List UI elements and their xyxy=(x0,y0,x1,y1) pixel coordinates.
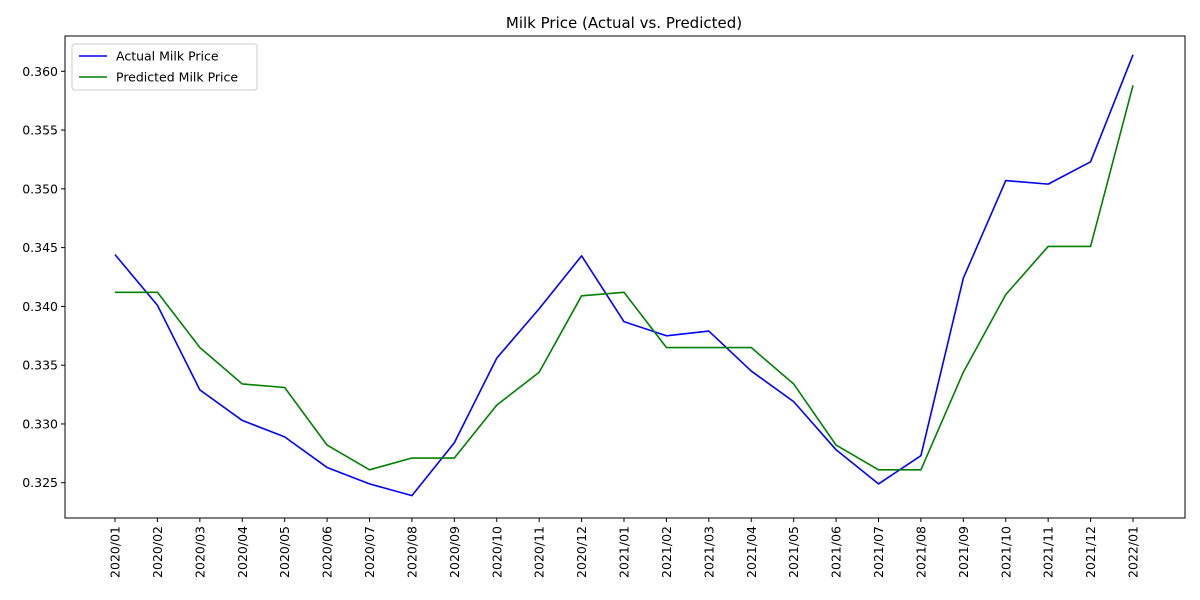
x-tick-label: 2021/09 xyxy=(956,526,971,578)
x-tick-label: 2021/01 xyxy=(617,526,632,578)
plot-area xyxy=(65,36,1185,518)
x-tick-label: 2021/12 xyxy=(1083,526,1098,578)
x-tick-label: 2020/11 xyxy=(532,526,547,578)
x-tick-label: 2021/07 xyxy=(871,526,886,578)
series-layer xyxy=(114,54,1134,497)
axes-layer: 0.325 0.330 0.335 0.340 0.345 0.350 0.355 0.360… xyxy=(22,35,1186,578)
series-line-predicted xyxy=(115,85,1134,471)
y-tick-label: 0.325 xyxy=(22,475,58,490)
x-tick-label: 2020/06 xyxy=(320,526,335,578)
x-tick-label: 2021/11 xyxy=(1041,526,1056,578)
x-tick-label: 2021/02 xyxy=(659,526,674,578)
x-tick-label: 2021/04 xyxy=(744,526,759,578)
legend: Actual Milk Price Predicted Milk Price xyxy=(71,43,258,91)
y-tick-label: 0.335 xyxy=(22,358,58,373)
legend-frame xyxy=(71,43,258,91)
x-tick-label: 2021/10 xyxy=(998,526,1013,578)
x-tick-label: 2020/07 xyxy=(362,526,377,578)
x-tick-label: 2020/09 xyxy=(447,526,462,578)
series-line-actual xyxy=(114,54,1134,497)
x-tick-label: 2020/03 xyxy=(192,526,207,578)
x-tick-label: 2020/05 xyxy=(277,526,292,578)
y-tick-label: 0.350 xyxy=(22,181,58,196)
x-tick-label: 2020/08 xyxy=(404,526,419,578)
chart-title: Milk Price (Actual vs. Predicted) xyxy=(506,14,742,32)
x-tick-label: 2020/12 xyxy=(574,526,589,578)
y-tick-label: 0.360 xyxy=(22,64,58,79)
x-tick-label: 2021/08 xyxy=(913,526,928,578)
y-tick-label: 0.340 xyxy=(22,299,58,314)
x-tick-label: 2021/03 xyxy=(701,526,716,578)
x-tick-label: 2020/02 xyxy=(150,526,165,578)
x-tick-label: 2021/06 xyxy=(829,526,844,578)
legend-label: Predicted Milk Price xyxy=(116,70,238,85)
legend-label: Actual Milk Price xyxy=(116,49,219,64)
x-tick-label: 2021/05 xyxy=(786,526,801,578)
y-tick-label: 0.345 xyxy=(22,240,58,255)
x-tick-label: 2020/10 xyxy=(489,526,504,578)
x-tick-label: 2020/04 xyxy=(235,526,250,578)
plot-frame xyxy=(64,35,1186,519)
x-tick-label: 2022/01 xyxy=(1126,526,1141,578)
y-tick-label: 0.330 xyxy=(22,416,58,431)
y-tick-label: 0.355 xyxy=(22,123,58,138)
x-tick-label: 2020/01 xyxy=(108,526,123,578)
